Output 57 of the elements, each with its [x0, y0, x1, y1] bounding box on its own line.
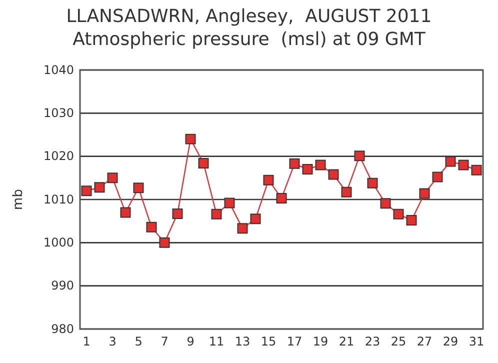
point [354, 150, 365, 162]
point [107, 172, 118, 184]
x-tick-label: 31 [468, 334, 484, 349]
point [432, 172, 443, 182]
y-tick-label: 1000 [43, 236, 74, 250]
x-tick-label: 9 [186, 334, 194, 349]
y-tick-label: 980 [51, 322, 74, 336]
x-tick-label: 21 [338, 334, 354, 349]
x-tick-label: 3 [108, 334, 116, 349]
x-tick-label: 11 [208, 334, 224, 349]
point [328, 169, 339, 180]
point [237, 223, 248, 234]
y-tick-label: 990 [51, 278, 74, 293]
y-tick-label: 1030 [43, 106, 74, 120]
point [159, 237, 170, 248]
x-tick-label: 1 [82, 334, 90, 349]
point [211, 208, 222, 220]
point [393, 208, 404, 220]
point [341, 186, 352, 198]
point [250, 214, 261, 224]
point [146, 222, 157, 232]
x-tick-label: 17 [286, 334, 302, 349]
x-tick-label: 15 [260, 334, 276, 349]
point [81, 186, 92, 196]
x-tick-label: 13 [234, 334, 250, 349]
y-axis-title: mb [11, 189, 26, 210]
point [471, 164, 482, 176]
point [276, 192, 287, 204]
chart-subtitle: Atmospheric pressure (msl) at 09 GMT [72, 29, 426, 50]
point [185, 134, 196, 144]
x-tick-label: 7 [160, 334, 168, 349]
x-tick-label: 29 [442, 334, 458, 349]
x-tick-label: 23 [364, 334, 380, 349]
x-tick-label: 27 [416, 334, 432, 349]
point [263, 174, 274, 186]
point [315, 160, 326, 170]
point [367, 178, 378, 188]
x-tick-label: 25 [390, 334, 406, 349]
point [198, 158, 209, 168]
y-tick-label: 1040 [43, 62, 74, 77]
x-tick-label: 5 [134, 334, 142, 349]
point [94, 182, 105, 193]
point [302, 164, 313, 175]
point [380, 198, 391, 209]
point [133, 182, 144, 194]
point [172, 208, 183, 219]
x-tick-label: 19 [312, 334, 328, 349]
point [406, 214, 417, 226]
point [445, 156, 456, 167]
point [120, 207, 131, 218]
point [289, 158, 300, 169]
point [224, 198, 235, 208]
y-tick-label: 1010 [43, 192, 74, 206]
chart-title: LLANSADWRN, Anglesey, AUGUST 2011 [66, 6, 432, 27]
y-tick-label: 1020 [43, 149, 74, 164]
point [458, 160, 469, 170]
point [419, 188, 430, 199]
